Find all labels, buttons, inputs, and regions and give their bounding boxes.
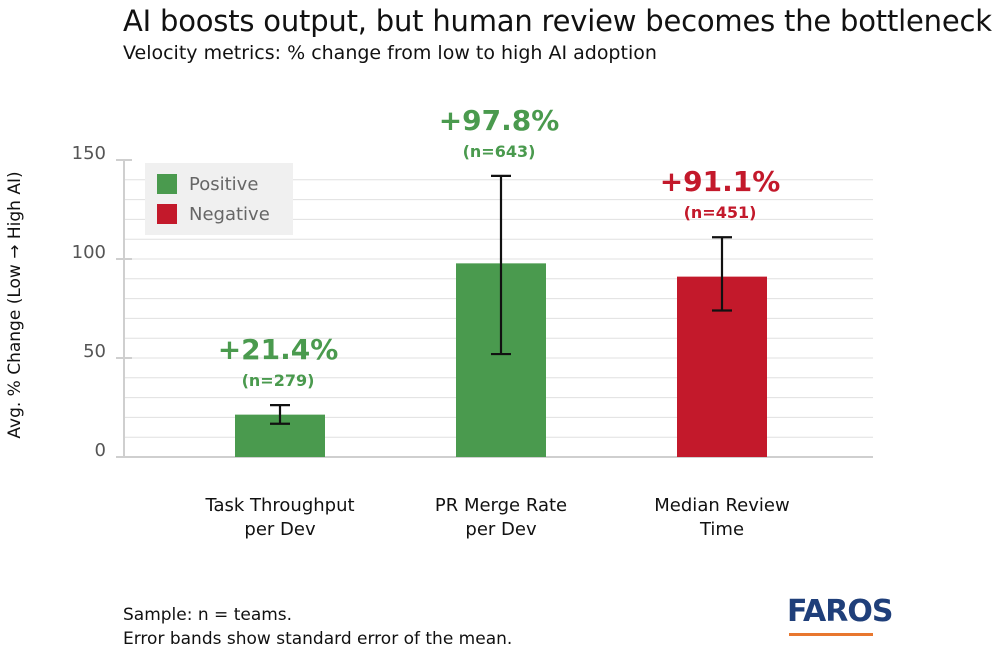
logo-text: FAROS: [787, 594, 893, 629]
chart-subtitle: Velocity metrics: % change from low to h…: [123, 42, 657, 64]
y-tick-label: 50: [83, 341, 106, 362]
legend-swatch-positive: [157, 174, 177, 194]
data-label-n: (n=643): [463, 142, 536, 161]
data-labels: +21.4% (n=279) +97.8% (n=643) +91.1% (n=451): [218, 104, 781, 390]
x-tick-label: Median Review Time: [654, 495, 790, 540]
chart-title: AI boosts output, but human review becom…: [123, 4, 992, 38]
data-label-percent: +21.4%: [218, 333, 339, 366]
y-axis-label: Avg. % Change (Low → High AI): [5, 171, 25, 438]
legend-swatch-negative: [157, 204, 177, 224]
data-label-n: (n=279): [242, 371, 315, 390]
error-bars: [270, 174, 732, 425]
legend: Positive Negative: [145, 163, 293, 235]
logo-underline: [789, 633, 873, 636]
data-label-percent: +91.1%: [660, 165, 781, 198]
data-label-n: (n=451): [684, 203, 757, 222]
y-tick-label: 0: [95, 440, 106, 461]
y-tick-label: 100: [72, 242, 106, 263]
y-tick-label: 150: [72, 143, 106, 164]
footnote-error-bands: Error bands show standard error of the m…: [123, 629, 513, 649]
x-tick-label: PR Merge Rate per Dev: [434, 495, 568, 540]
legend-item-negative: Negative: [157, 203, 270, 225]
legend-label-positive: Positive: [189, 173, 259, 195]
faros-logo: FAROS: [787, 594, 893, 655]
footnote-sample: Sample: n = teams.: [123, 605, 293, 625]
legend-item-positive: Positive: [157, 173, 258, 195]
data-label-percent: +97.8%: [439, 104, 560, 137]
x-tick-label: Task Throughput per Dev: [205, 495, 355, 540]
legend-label-negative: Negative: [189, 203, 270, 225]
